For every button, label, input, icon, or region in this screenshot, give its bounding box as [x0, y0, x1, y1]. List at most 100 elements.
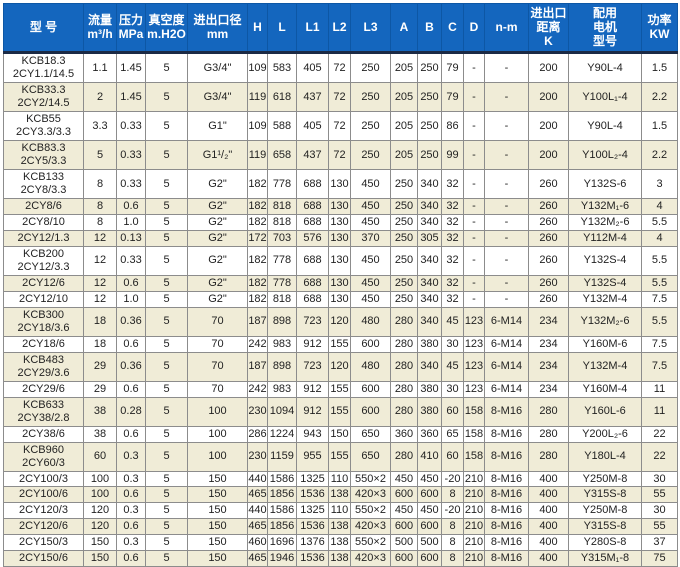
cell-L: 618 — [267, 82, 297, 113]
cell-port: G2" — [187, 169, 248, 200]
cell-L: 583 — [267, 52, 297, 84]
cell-L: 1159 — [267, 441, 297, 472]
table-row: KCB483 2CY29/3.6 29 0.36 5 70 187 898 723 120 480… — [3, 351, 678, 382]
cell-vacuum: 5 — [145, 335, 188, 353]
cell-L2: 130 — [328, 290, 351, 308]
cell-L1: 688 — [296, 274, 329, 292]
cell-L2: 110 — [328, 502, 351, 520]
table-row: KCB83.3 2CY5/3.3 5 0.33 5 G1¹/₂" 119 658 437 72 2… — [3, 140, 678, 171]
cell-flow: 12 — [83, 230, 117, 247]
cell-B: 340 — [417, 306, 442, 337]
cell-H: 242 — [247, 380, 268, 398]
cell-motor: Y315S-8 — [568, 486, 642, 504]
cell-motor: Y132M-4 — [568, 351, 642, 382]
cell-pressure: 0.6 — [116, 486, 146, 504]
cell-L: 778 — [267, 245, 297, 276]
cell-vacuum: 5 — [145, 486, 188, 504]
cell-L: 983 — [267, 335, 297, 353]
cell-C: 32 — [441, 169, 464, 200]
cell-L3: 450 — [350, 245, 391, 276]
cell-L1: 1536 — [296, 486, 329, 504]
cell-flow: 29 — [83, 351, 117, 382]
column-header-model: 型 号 — [3, 2, 84, 55]
cell-H: 465 — [247, 486, 268, 504]
cell-motor: Y160M-6 — [568, 335, 642, 353]
cell-L2: 130 — [328, 245, 351, 276]
cell-motor: Y250M-8 — [568, 502, 642, 520]
cell-A: 280 — [390, 380, 418, 398]
cell-D: - — [463, 214, 485, 232]
cell-L3: 450 — [350, 290, 391, 308]
cell-L1: 912 — [296, 335, 329, 353]
cell-C: 86 — [441, 111, 464, 142]
cell-power: 4 — [641, 230, 678, 247]
cell-power: 2.2 — [641, 82, 678, 113]
column-header-vacuum: 真空度 m.H2O — [145, 2, 188, 55]
cell-H: 172 — [247, 230, 268, 247]
cell-motor: Y315M₁-8 — [568, 550, 642, 567]
cell-B: 380 — [417, 335, 442, 353]
cell-n_m: 8-M16 — [484, 486, 529, 504]
cell-H: 109 — [247, 52, 268, 84]
cell-port: G2" — [187, 245, 248, 276]
cell-H: 182 — [247, 274, 268, 292]
cell-vacuum: 5 — [145, 470, 188, 488]
cell-A: 600 — [390, 550, 418, 567]
cell-L: 1224 — [267, 425, 297, 443]
cell-flow: 12 — [83, 290, 117, 308]
cell-flow: 38 — [83, 425, 117, 443]
column-header-power: 功率 KW — [641, 2, 678, 55]
cell-vacuum: 5 — [145, 82, 188, 113]
cell-L1: 405 — [296, 111, 329, 142]
cell-C: 30 — [441, 380, 464, 398]
cell-L1: 1536 — [296, 550, 329, 567]
cell-A: 250 — [390, 198, 418, 216]
cell-L1: 437 — [296, 140, 329, 171]
cell-pressure: 0.28 — [116, 396, 146, 427]
cell-L1: 688 — [296, 169, 329, 200]
cell-n_m: - — [484, 274, 529, 292]
cell-motor: Y160L-6 — [568, 396, 642, 427]
cell-L2: 138 — [328, 534, 351, 552]
cell-L2: 72 — [328, 140, 351, 171]
cell-A: 205 — [390, 140, 418, 171]
cell-K: 400 — [528, 470, 569, 488]
table-row: 2CY8/6 8 0.6 5 G2" 182 818 688 130 450 250 340 32- -2… — [3, 198, 678, 216]
cell-L1: 912 — [296, 396, 329, 427]
column-header-motor: 配用 电机 型号 — [568, 2, 642, 55]
cell-pressure: 1.45 — [116, 82, 146, 113]
cell-H: 182 — [247, 214, 268, 232]
cell-H: 242 — [247, 335, 268, 353]
cell-pressure: 0.3 — [116, 441, 146, 472]
cell-L: 1586 — [267, 502, 297, 520]
cell-L: 1094 — [267, 396, 297, 427]
cell-L3: 250 — [350, 52, 391, 84]
cell-C: 32 — [441, 230, 464, 247]
cell-L3: 650 — [350, 441, 391, 472]
cell-K: 280 — [528, 441, 569, 472]
cell-A: 500 — [390, 534, 418, 552]
cell-motor: Y90L-4 — [568, 52, 642, 84]
cell-flow: 2 — [83, 82, 117, 113]
cell-B: 340 — [417, 198, 442, 216]
column-header-L1: L1 — [296, 2, 329, 55]
cell-D: 210 — [463, 486, 485, 504]
cell-A: 360 — [390, 425, 418, 443]
table-row: KCB633 2CY38/2.8 38 0.28 5 100 230 1094 912 155 6… — [3, 396, 678, 427]
cell-n_m: - — [484, 140, 529, 171]
cell-port: G2" — [187, 198, 248, 216]
cell-pressure: 0.36 — [116, 306, 146, 337]
cell-L3: 450 — [350, 214, 391, 232]
cell-L3: 550×2 — [350, 502, 391, 520]
cell-flow: 150 — [83, 550, 117, 567]
cell-motor: Y250M-8 — [568, 470, 642, 488]
cell-port: 70 — [187, 380, 248, 398]
cell-flow: 8 — [83, 198, 117, 216]
cell-L1: 723 — [296, 351, 329, 382]
cell-B: 500 — [417, 534, 442, 552]
cell-D: - — [463, 82, 485, 113]
cell-L3: 450 — [350, 274, 391, 292]
column-header-pressure: 压力 MPa — [116, 2, 146, 55]
cell-flow: 100 — [83, 470, 117, 488]
cell-B: 340 — [417, 169, 442, 200]
